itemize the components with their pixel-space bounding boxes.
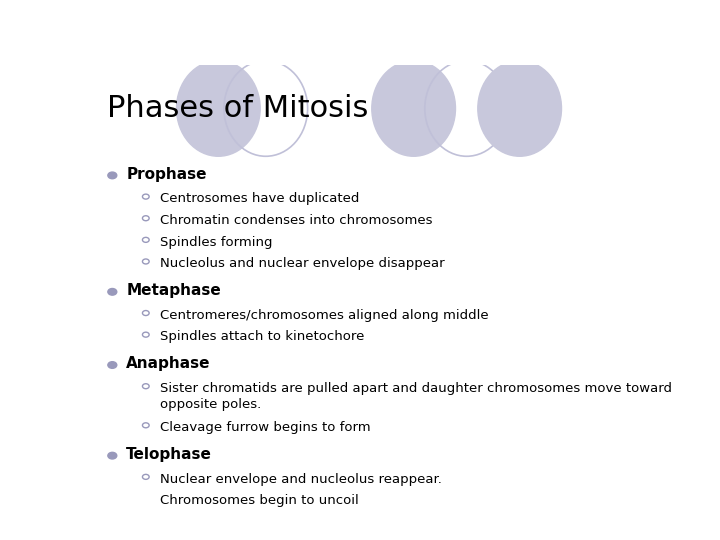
Text: Anaphase: Anaphase (126, 356, 211, 372)
Text: Phases of Mitosis: Phases of Mitosis (107, 94, 368, 123)
Text: Chromatin condenses into chromosomes: Chromatin condenses into chromosomes (160, 214, 432, 227)
Ellipse shape (478, 60, 562, 156)
Text: Nucleolus and nuclear envelope disappear: Nucleolus and nuclear envelope disappear (160, 258, 444, 271)
Ellipse shape (372, 60, 456, 156)
Circle shape (108, 288, 117, 295)
Text: Cleavage furrow begins to form: Cleavage furrow begins to form (160, 421, 370, 434)
Ellipse shape (176, 60, 260, 156)
Text: Metaphase: Metaphase (126, 283, 221, 298)
Text: Telophase: Telophase (126, 447, 212, 462)
Text: Spindles attach to kinetochore: Spindles attach to kinetochore (160, 330, 364, 343)
Circle shape (108, 453, 117, 459)
Circle shape (108, 362, 117, 368)
Text: Chromosomes begin to uncoil: Chromosomes begin to uncoil (160, 494, 359, 507)
Text: Centromeres/chromosomes aligned along middle: Centromeres/chromosomes aligned along mi… (160, 309, 488, 322)
Text: Spindles forming: Spindles forming (160, 235, 272, 249)
Text: Nuclear envelope and nucleolus reappear.: Nuclear envelope and nucleolus reappear. (160, 472, 441, 485)
Text: Sister chromatids are pulled apart and daughter chromosomes move toward
opposite: Sister chromatids are pulled apart and d… (160, 382, 672, 411)
Text: Centrosomes have duplicated: Centrosomes have duplicated (160, 192, 359, 205)
Text: Prophase: Prophase (126, 167, 207, 181)
Circle shape (108, 172, 117, 179)
